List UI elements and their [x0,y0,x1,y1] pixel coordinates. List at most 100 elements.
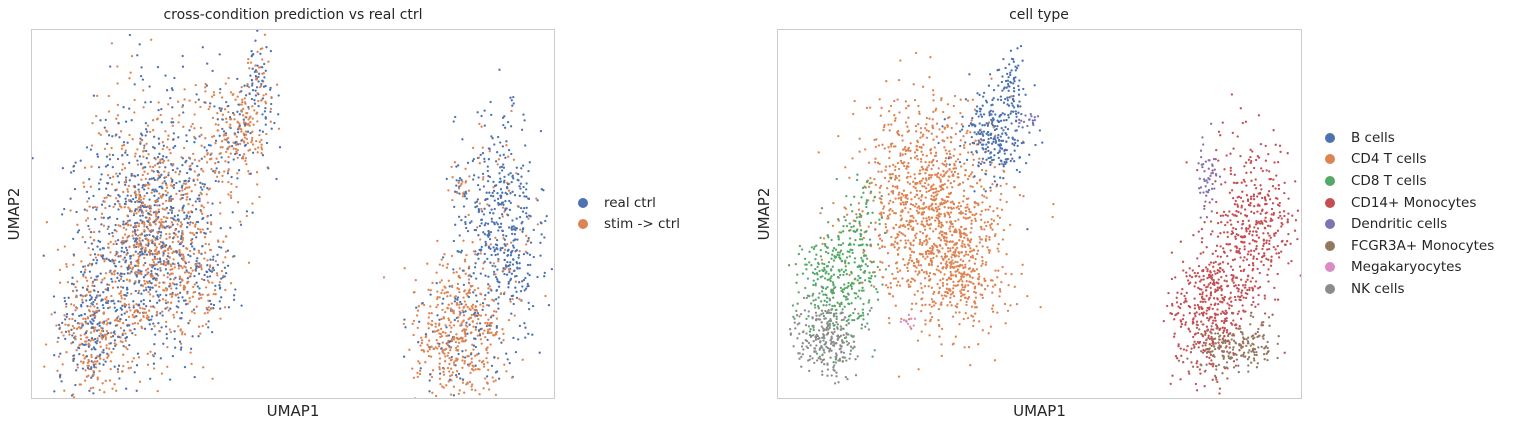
scatter-point [940,198,944,201]
scatter-point [173,144,177,148]
scatter-point [132,304,135,307]
scatter-point [948,152,952,156]
scatter-point [121,154,124,157]
scatter-point [458,310,461,313]
scatter-point [251,130,254,133]
scatter-point [246,142,249,145]
scatter-point [970,305,974,308]
scatter-point [963,243,966,246]
scatter-point [56,369,59,372]
scatter-point [878,98,881,101]
scatter-point [490,364,494,368]
scatter-point [503,251,506,254]
scatter-point [127,206,130,209]
scatter-point [507,189,511,192]
scatter-point [150,318,153,321]
scatter-point [186,221,189,225]
scatter-point [949,225,952,228]
scatter-point [199,231,202,234]
scatter-point [471,343,474,346]
scatter-point [420,348,423,352]
scatter-point [988,249,992,252]
scatter-point [544,294,547,298]
scatter-point [902,233,905,236]
scatter-point [81,301,84,304]
scatter-point [884,226,888,229]
scatter-point [135,309,138,312]
scatter-point [124,240,128,243]
scatter-point [72,164,76,168]
scatter-point [969,256,973,259]
scatter-point [492,180,495,184]
scatter-point [188,198,192,201]
scatter-point [518,215,522,219]
scatter-point [948,227,951,230]
scatter-point [880,170,883,173]
scatter-point [486,203,489,206]
scatter-point [187,179,191,183]
scatter-point [97,182,101,185]
scatter-point [165,337,169,340]
scatter-point [902,194,905,197]
scatter-point [918,180,921,183]
scatter-point [165,206,169,210]
scatter-point [144,311,148,314]
scatter-point [159,158,162,161]
scatter-point [911,227,914,231]
scatter-point [486,346,489,349]
scatter-point [539,241,542,244]
scatter-point [149,286,152,289]
scatter-point [115,242,118,246]
scatter-point [116,286,120,289]
scatter-point [160,224,163,227]
scatter-point [108,232,111,236]
scatter-point [206,186,209,190]
scatter-point [982,130,986,133]
scatter-point [420,339,424,342]
scatter-point [944,171,948,174]
scatter-point [954,167,958,170]
scatter-point [172,138,175,141]
scatter-point [153,306,156,309]
scatter-point [457,250,460,253]
scatter-point [481,146,484,149]
scatter-point [204,286,208,289]
scatter-point [1006,127,1010,131]
scatter-point [121,144,124,147]
scatter-point [909,191,912,194]
scatter-point [527,239,530,242]
scatter-point [938,215,941,218]
scatter-point [920,269,924,272]
scatter-point [126,214,129,217]
scatter-point [182,204,185,207]
scatter-point [963,233,967,236]
scatter-point [938,207,941,211]
scatter-point [186,186,189,189]
scatter-point [186,302,190,305]
scatter-point [916,273,919,276]
scatter-point [967,345,971,349]
scatter-point [522,191,525,194]
scatter-point [198,159,201,162]
scatter-point [100,255,104,258]
scatter-point [95,114,98,118]
scatter-point [873,138,876,142]
scatter-point [441,331,445,334]
scatter-point [893,99,896,103]
scatter-point [474,345,477,349]
scatter-point [929,56,932,59]
scatter-point [136,352,140,355]
scatter-point [227,141,230,144]
scatter-point [166,306,169,309]
scatter-point [897,129,900,133]
scatter-point [1017,111,1020,114]
scatter-point [96,355,99,358]
scatter-point [938,176,941,179]
scatter-point [155,301,159,304]
scatter-point [197,297,201,300]
scatter-point [120,294,123,298]
scatter-point [982,188,986,191]
scatter-point [109,331,113,335]
scatter-point [127,367,130,370]
scatter-point [257,80,260,83]
